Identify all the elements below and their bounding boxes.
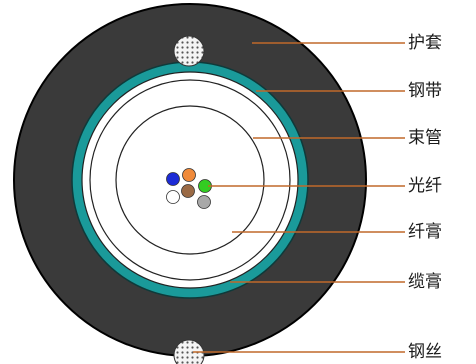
fiber-white-icon — [166, 190, 180, 204]
label-steel-tape: 钢带 — [408, 81, 442, 101]
leader-lines — [193, 42, 405, 353]
label-sheath: 护套 — [408, 33, 442, 53]
steel-wire-bottom-icon — [173, 339, 205, 364]
steel-wire-top-icon — [173, 35, 205, 67]
label-fiber-gel: 纤膏 — [408, 221, 442, 242]
label-fiber: 光纤 — [408, 176, 442, 196]
fiber-blue-icon — [166, 172, 180, 186]
fiber-brown-icon — [181, 184, 195, 198]
label-loose-tube: 束管 — [408, 128, 442, 148]
label-cable-gel: 缆膏 — [408, 271, 442, 292]
fiber-bundle — [166, 168, 212, 209]
fiber-gray-icon — [197, 195, 211, 209]
label-steel-wire: 钢丝 — [408, 342, 442, 362]
fiber-orange-icon — [182, 168, 196, 182]
